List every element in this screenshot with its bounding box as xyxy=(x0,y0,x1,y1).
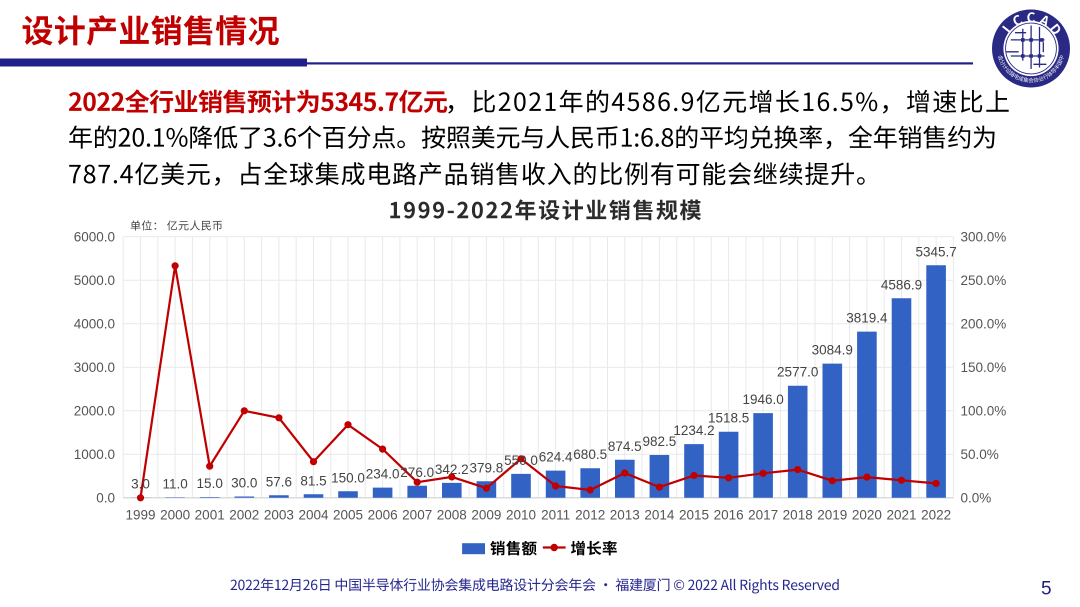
svg-text:2007: 2007 xyxy=(402,508,432,523)
svg-text:57.6: 57.6 xyxy=(266,474,292,489)
svg-text:1518.5: 1518.5 xyxy=(708,411,749,426)
svg-text:2006: 2006 xyxy=(368,508,398,523)
svg-text:300.0%: 300.0% xyxy=(961,230,1007,245)
svg-text:2002: 2002 xyxy=(229,508,259,523)
svg-text:2018: 2018 xyxy=(783,508,813,523)
svg-text:0.0: 0.0 xyxy=(96,491,115,506)
svg-text:4586.9: 4586.9 xyxy=(881,277,922,292)
svg-text:2000.0: 2000.0 xyxy=(74,404,115,419)
svg-text:2008: 2008 xyxy=(437,508,467,523)
svg-text:3000.0: 3000.0 xyxy=(74,360,115,375)
svg-text:2577.0: 2577.0 xyxy=(777,365,818,380)
svg-text:276.0: 276.0 xyxy=(400,465,434,480)
svg-text:1946.0: 1946.0 xyxy=(742,392,783,407)
svg-text:680.5: 680.5 xyxy=(573,447,607,462)
svg-text:30.0: 30.0 xyxy=(231,476,257,491)
svg-text:379.8: 379.8 xyxy=(470,460,504,475)
svg-text:2005: 2005 xyxy=(333,508,363,523)
svg-text:1000.0: 1000.0 xyxy=(74,447,115,462)
svg-text:1999: 1999 xyxy=(125,508,155,523)
svg-text:624.4: 624.4 xyxy=(539,450,573,465)
svg-text:2021: 2021 xyxy=(886,508,916,523)
svg-text:2009: 2009 xyxy=(471,508,501,523)
svg-text:11.0: 11.0 xyxy=(162,476,187,491)
svg-text:3084.9: 3084.9 xyxy=(812,343,853,358)
svg-text:1234.2: 1234.2 xyxy=(673,423,714,438)
svg-text:200.0%: 200.0% xyxy=(961,317,1007,332)
svg-text:100.0%: 100.0% xyxy=(961,404,1007,419)
svg-text:2019: 2019 xyxy=(817,508,847,523)
svg-text:3.0: 3.0 xyxy=(131,477,150,492)
svg-text:2013: 2013 xyxy=(610,508,640,523)
svg-text:81.5: 81.5 xyxy=(300,473,326,488)
svg-text:4000.0: 4000.0 xyxy=(74,317,115,332)
svg-text:5345.7: 5345.7 xyxy=(915,244,956,259)
svg-text:250.0%: 250.0% xyxy=(961,273,1007,288)
svg-text:3819.4: 3819.4 xyxy=(846,311,888,326)
svg-text:50.0%: 50.0% xyxy=(961,447,999,462)
svg-text:874.5: 874.5 xyxy=(608,439,642,454)
svg-text:2014: 2014 xyxy=(644,508,675,523)
svg-text:2010: 2010 xyxy=(506,508,536,523)
svg-text:150.0: 150.0 xyxy=(331,470,365,485)
svg-text:982.5: 982.5 xyxy=(643,434,677,449)
svg-text:2001: 2001 xyxy=(195,508,225,523)
svg-text:0.0%: 0.0% xyxy=(961,491,992,506)
svg-text:2022: 2022 xyxy=(921,508,951,523)
svg-text:5: 5 xyxy=(1041,578,1052,599)
svg-text:234.0: 234.0 xyxy=(366,467,400,482)
svg-text:550.0: 550.0 xyxy=(504,453,538,468)
svg-text:2012: 2012 xyxy=(575,508,605,523)
svg-text:150.0%: 150.0% xyxy=(961,360,1007,375)
svg-text:15.0: 15.0 xyxy=(197,476,223,491)
svg-text:5000.0: 5000.0 xyxy=(74,273,115,288)
svg-text:2003: 2003 xyxy=(264,508,294,523)
svg-text:2004: 2004 xyxy=(298,508,329,523)
svg-text:2000: 2000 xyxy=(160,508,190,523)
svg-text:6000.0: 6000.0 xyxy=(74,230,115,245)
svg-text:2011: 2011 xyxy=(541,508,570,523)
svg-text:2015: 2015 xyxy=(679,508,709,523)
svg-text:2017: 2017 xyxy=(748,508,778,523)
svg-text:2020: 2020 xyxy=(852,508,882,523)
svg-text:2016: 2016 xyxy=(714,508,744,523)
svg-text:342.2: 342.2 xyxy=(435,462,469,477)
